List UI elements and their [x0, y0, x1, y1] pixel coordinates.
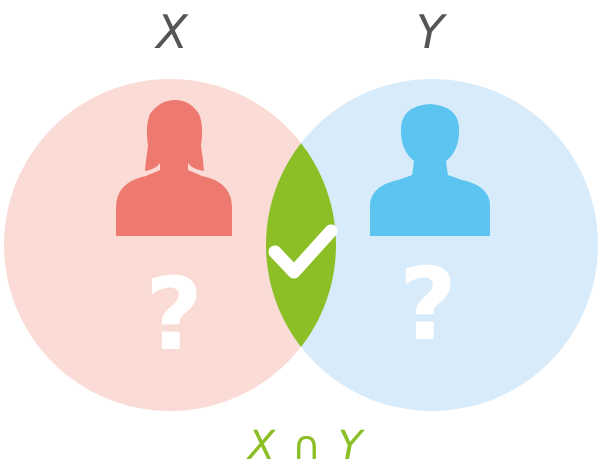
intersection-label: X ∩ Y [247, 423, 365, 469]
man-silhouette-icon [370, 104, 490, 236]
woman-silhouette-icon [116, 100, 232, 236]
set-y-unknown-mark: ? [399, 246, 457, 363]
set-x-circle [4, 79, 336, 411]
set-x-label: X [156, 5, 188, 59]
set-y-label: Y [415, 5, 445, 59]
checkmark-icon [268, 224, 338, 279]
set-y-circle [266, 79, 598, 411]
set-x-unknown-mark: ? [145, 256, 203, 373]
